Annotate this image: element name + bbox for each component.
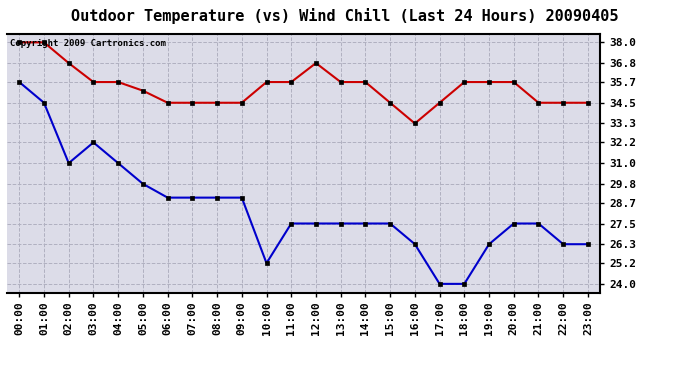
Text: Copyright 2009 Cartronics.com: Copyright 2009 Cartronics.com [10, 39, 166, 48]
Text: Outdoor Temperature (vs) Wind Chill (Last 24 Hours) 20090405: Outdoor Temperature (vs) Wind Chill (Las… [71, 8, 619, 24]
